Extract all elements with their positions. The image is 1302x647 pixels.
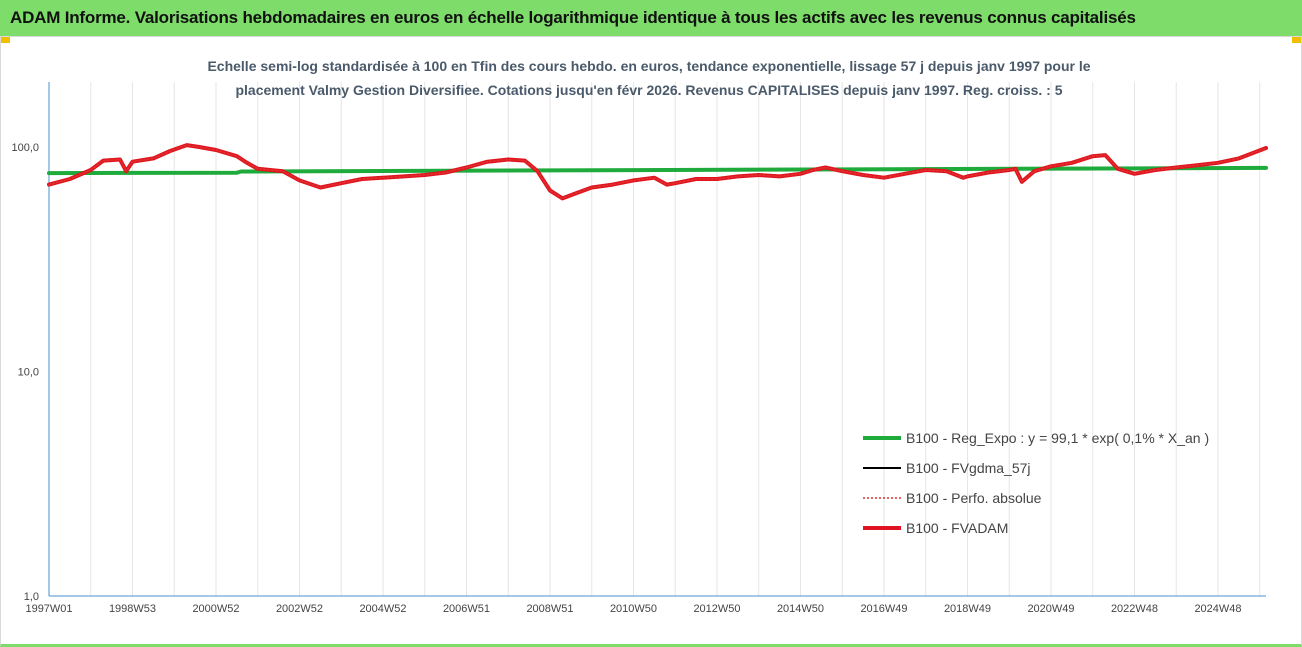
legend-entry-2: B100 - Perfo. absolue [906,490,1042,506]
x-tick-label: 2002W52 [276,603,323,615]
chart-legend: B100 - Reg_Expo : y = 99,1 * exp( 0,1% *… [863,430,1209,536]
y-tick-label: 10,0 [18,367,39,379]
x-tick-label: 2012W50 [693,603,740,615]
legend-entry-0: B100 - Reg_Expo : y = 99,1 * exp( 0,1% *… [906,430,1209,446]
y-tick-label: 100,0 [11,142,39,154]
series-line-2 [48,144,1267,200]
corner-marker-left [0,36,10,43]
x-tick-label: 2006W51 [443,603,490,615]
y-tick-labels: 1,0 10,0 100,0 [11,142,39,603]
x-tick-label: 2004W52 [359,603,406,615]
chart-subtitle-line2: placement Valmy Gestion Diversifiee. Cot… [235,82,1062,98]
x-tick-label: 1997W01 [25,603,72,615]
header-bar: ADAM Informe. Valorisations hebdomadaire… [0,0,1302,36]
legend-entry-1: B100 - FVgdma_57j [906,460,1031,476]
x-tick-label: 2024W48 [1194,603,1241,615]
chart-subtitle-line1: Echelle semi-log standardisée à 100 en T… [207,58,1090,74]
corner-marker-right [1292,36,1302,43]
page-title: ADAM Informe. Valorisations hebdomadaire… [10,8,1136,27]
x-tick-label: 1998W53 [109,603,156,615]
x-tick-label: 2014W50 [777,603,824,615]
series-lines [47,143,1268,201]
x-tick-label: 2008W51 [526,603,573,615]
x-tick-labels: 1997W01 1998W53 2000W52 2002W52 2004W52 2006W… [25,603,1241,615]
x-tick-label: 2022W48 [1111,603,1158,615]
x-tick-label: 2016W49 [860,603,907,615]
x-tick-label: 2018W49 [944,603,991,615]
chart-frame: Echelle semi-log standardisée à 100 en T… [0,36,1302,647]
x-tick-label: 2010W50 [610,603,657,615]
x-tick-label: 2000W52 [192,603,239,615]
chart-svg: Echelle semi-log standardisée à 100 en T… [11,58,1268,615]
x-tick-label: 2020W49 [1027,603,1074,615]
legend-entry-3: B100 - FVADAM [906,520,1008,536]
series-line-0 [47,165,1268,176]
y-tick-label: 1,0 [24,591,39,603]
